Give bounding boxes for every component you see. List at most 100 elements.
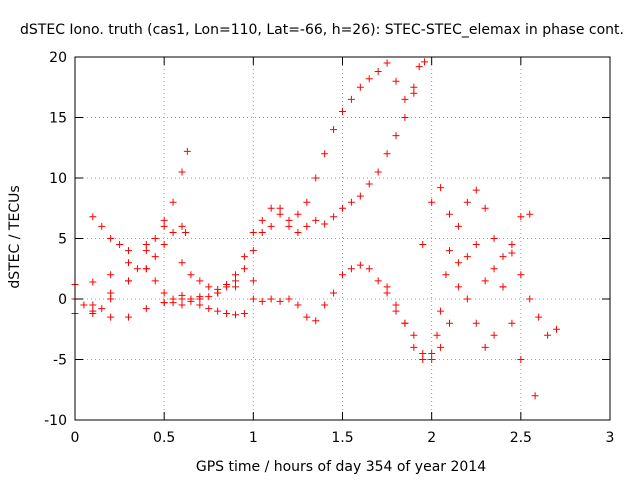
data-point-sat-D — [303, 198, 311, 206]
x-tick-label: 0 — [71, 430, 80, 446]
x-tick-label: 1 — [249, 430, 258, 446]
data-point-sat-E — [347, 198, 355, 206]
data-point-sat-E — [303, 222, 311, 230]
data-point-sat-B — [178, 222, 186, 230]
data-point-sat-F — [205, 305, 213, 313]
data-point-sat-G — [437, 307, 445, 315]
data-point-sat-F — [490, 265, 498, 273]
data-point-sat-D — [107, 235, 115, 242]
x-axis-title: GPS time / hours of day 354 of year 2014 — [196, 459, 486, 475]
data-point-sat-F — [223, 310, 231, 318]
data-point-sat-D — [232, 277, 239, 285]
data-point-sat-F — [508, 249, 516, 257]
data-point-sat-F — [517, 271, 525, 279]
data-point-sat-D — [401, 95, 409, 103]
data-point-sat-E — [285, 222, 293, 230]
data-point-sat-F — [419, 349, 427, 357]
data-point-sat-F — [526, 295, 534, 303]
data-point-sat-E — [205, 283, 213, 291]
data-point-sat-F — [196, 301, 204, 309]
data-point-sat-G — [401, 319, 409, 327]
data-point-sat-H — [437, 184, 445, 192]
data-point-sat-H — [472, 319, 480, 327]
data-point-sat-E — [178, 259, 186, 267]
data-point-sat-G — [442, 271, 450, 279]
data-points — [71, 58, 560, 400]
data-point-sat-F — [240, 310, 248, 318]
data-point-sat-E — [330, 213, 338, 221]
data-point-sat-G — [481, 204, 489, 212]
data-point-sat-C — [249, 277, 257, 285]
data-point-sat-E — [196, 277, 204, 285]
data-point-sat-D — [356, 83, 364, 91]
data-point-sat-D — [415, 63, 423, 71]
data-point-sat-D — [258, 228, 266, 236]
data-point-sat-H — [419, 241, 427, 249]
data-point-sat-B — [169, 228, 177, 236]
data-point-sat-A — [142, 241, 150, 249]
data-point-sat-E — [401, 114, 409, 121]
data-point-sat-H — [463, 295, 471, 303]
data-point-sat-B — [80, 301, 88, 309]
x-tick-label: 0.5 — [153, 430, 175, 446]
data-point-sat-B — [182, 228, 190, 236]
y-tick-label: 5 — [58, 232, 67, 248]
data-point-sat-E — [410, 89, 418, 97]
y-tick-label: -5 — [53, 353, 67, 369]
data-point-sat-G — [392, 301, 400, 309]
data-point-sat-E — [356, 192, 364, 200]
data-point-sat-D — [294, 210, 302, 218]
data-point-sat-E — [276, 210, 284, 218]
data-point-sat-D — [205, 293, 213, 301]
data-point-sat-B — [98, 305, 106, 313]
data-point-sat-E — [151, 235, 159, 242]
y-tick-label: 20 — [49, 50, 67, 66]
data-point-sat-E — [187, 271, 195, 279]
data-point-sat-E — [160, 222, 168, 230]
data-point-sat-F — [410, 331, 418, 339]
data-point-sat-F — [285, 295, 293, 303]
data-point-sat-H — [499, 283, 507, 291]
data-point-sat-E — [321, 220, 329, 228]
data-point-sat-G — [428, 349, 436, 357]
data-point-sat-F — [178, 291, 186, 299]
y-tick-label: 15 — [49, 111, 67, 127]
data-point-sat-D — [160, 289, 168, 297]
data-point-sat-H — [526, 210, 534, 218]
data-point-sat-F — [535, 313, 543, 321]
data-point-sat-H — [428, 198, 436, 206]
y-tick-label: 0 — [58, 292, 67, 308]
data-point-sat-G — [419, 356, 427, 363]
data-point-sat-D — [410, 83, 418, 91]
data-point-sat-G — [410, 343, 418, 351]
data-point-sat-F — [303, 313, 311, 321]
data-point-sat-B — [151, 253, 159, 261]
data-point-sat-G — [433, 331, 441, 339]
data-point-sat-D — [339, 107, 346, 115]
data-point-sat-F — [187, 295, 195, 303]
data-point-sat-F — [294, 301, 302, 309]
data-point-sat-E — [258, 216, 266, 224]
data-point-sat-D — [125, 247, 132, 255]
data-point-sat-E — [240, 253, 248, 261]
data-point-sat-G — [383, 283, 391, 291]
data-point-sat-E — [383, 150, 391, 158]
data-point-sat-C — [107, 313, 115, 321]
data-point-sat-F — [347, 265, 355, 273]
data-point-sat-F — [374, 277, 382, 285]
data-point-sat-F — [463, 253, 471, 261]
data-point-sat-D — [285, 216, 293, 224]
data-point-sat-F — [356, 261, 364, 269]
data-point-sat-E — [249, 228, 257, 236]
data-point-sat-F — [472, 241, 480, 249]
data-point-sat-G — [490, 235, 498, 242]
data-point-sat-E — [89, 301, 97, 309]
data-point-sat-F — [169, 295, 177, 303]
data-point-sat-D — [374, 68, 382, 76]
x-tick-label: 1.5 — [331, 430, 353, 446]
data-point-sat-G — [446, 247, 453, 255]
data-point-sat-D — [330, 126, 338, 134]
data-point-sat-E — [214, 285, 222, 293]
data-point-sat-E — [267, 204, 275, 212]
data-point-sat-A — [107, 271, 115, 279]
